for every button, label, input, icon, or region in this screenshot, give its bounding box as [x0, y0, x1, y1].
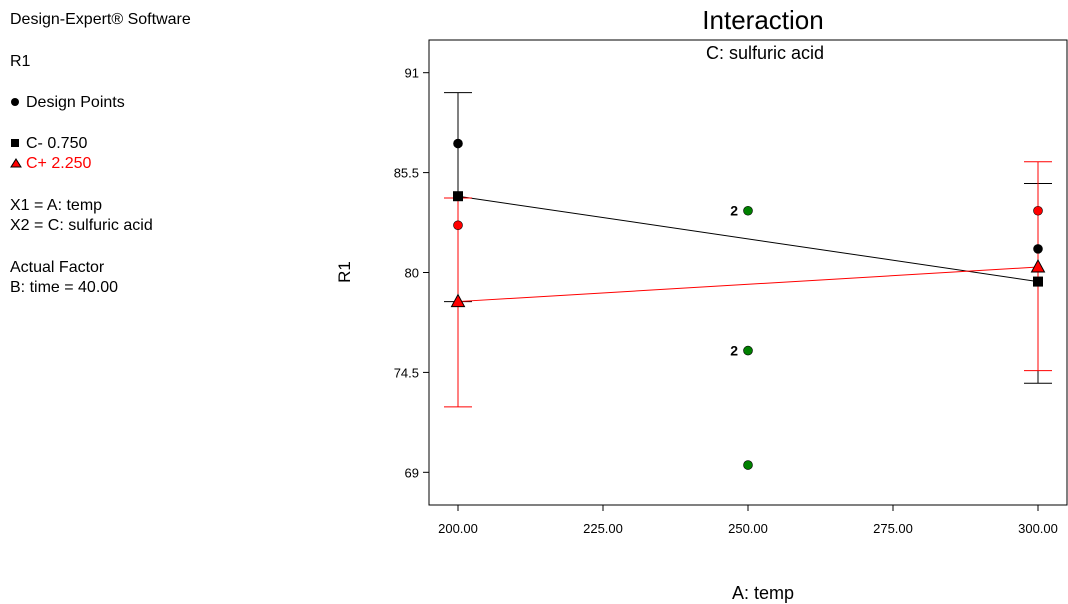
y-tick-label: 85.5	[394, 166, 419, 181]
series-point-triangle	[450, 293, 466, 308]
legend-c-minus: C- 0.750	[10, 135, 87, 153]
x2-label: X2 = C: sulfuric acid	[10, 217, 153, 234]
design-point-count-label: 2	[730, 203, 738, 219]
y-axis-label: R1	[335, 261, 354, 283]
y-tick-label: 80	[405, 266, 419, 281]
design-point	[453, 138, 463, 149]
x1-label: X1 = A: temp	[10, 197, 103, 214]
actual-factor-heading: Actual Factor	[10, 259, 105, 276]
series-point-triangle	[1030, 259, 1046, 273]
design-point	[743, 460, 753, 470]
x-tick-label: 225.00	[583, 521, 623, 536]
chart-subtitle: C: sulfuric acid	[706, 43, 824, 63]
legend-c-plus: C+ 2.250	[10, 155, 91, 173]
design-point	[453, 220, 463, 231]
y-tick-label: 69	[405, 465, 419, 480]
design-point	[1033, 205, 1043, 216]
legend-design-points-label: Design Points	[26, 94, 125, 111]
series-point-square	[453, 191, 463, 202]
legend-design-points: Design Points	[10, 94, 125, 112]
plot-frame	[428, 39, 1068, 506]
x-tick-label: 200.00	[438, 521, 478, 536]
actual-factor-value: B: time = 40.00	[10, 279, 119, 296]
series-line	[457, 195, 1039, 283]
series-line	[457, 266, 1039, 303]
x-tick-label: 275.00	[873, 521, 913, 536]
x-axis-label: A: temp	[732, 583, 794, 603]
y-tick-label: 74.5	[394, 365, 419, 380]
triangle-icon	[10, 155, 26, 173]
design-point	[1033, 244, 1043, 254]
x-tick-label: 250.00	[728, 521, 768, 536]
y-tick-label: 91	[405, 66, 419, 81]
design-point	[743, 345, 753, 356]
series-point-square	[1033, 276, 1043, 287]
software-name: Design-Expert® Software	[10, 11, 191, 28]
legend-c-minus-label: C- 0.750	[26, 135, 88, 152]
legend-c-plus-label: C+ 2.250	[26, 155, 92, 172]
design-point	[743, 205, 753, 216]
design-point-count-label: 2	[730, 343, 738, 359]
response-name: R1	[10, 53, 31, 70]
dot-icon	[10, 94, 26, 112]
chart-title: Interaction	[702, 5, 823, 35]
x-tick-label: 300.00	[1018, 521, 1058, 536]
square-icon	[10, 135, 26, 153]
